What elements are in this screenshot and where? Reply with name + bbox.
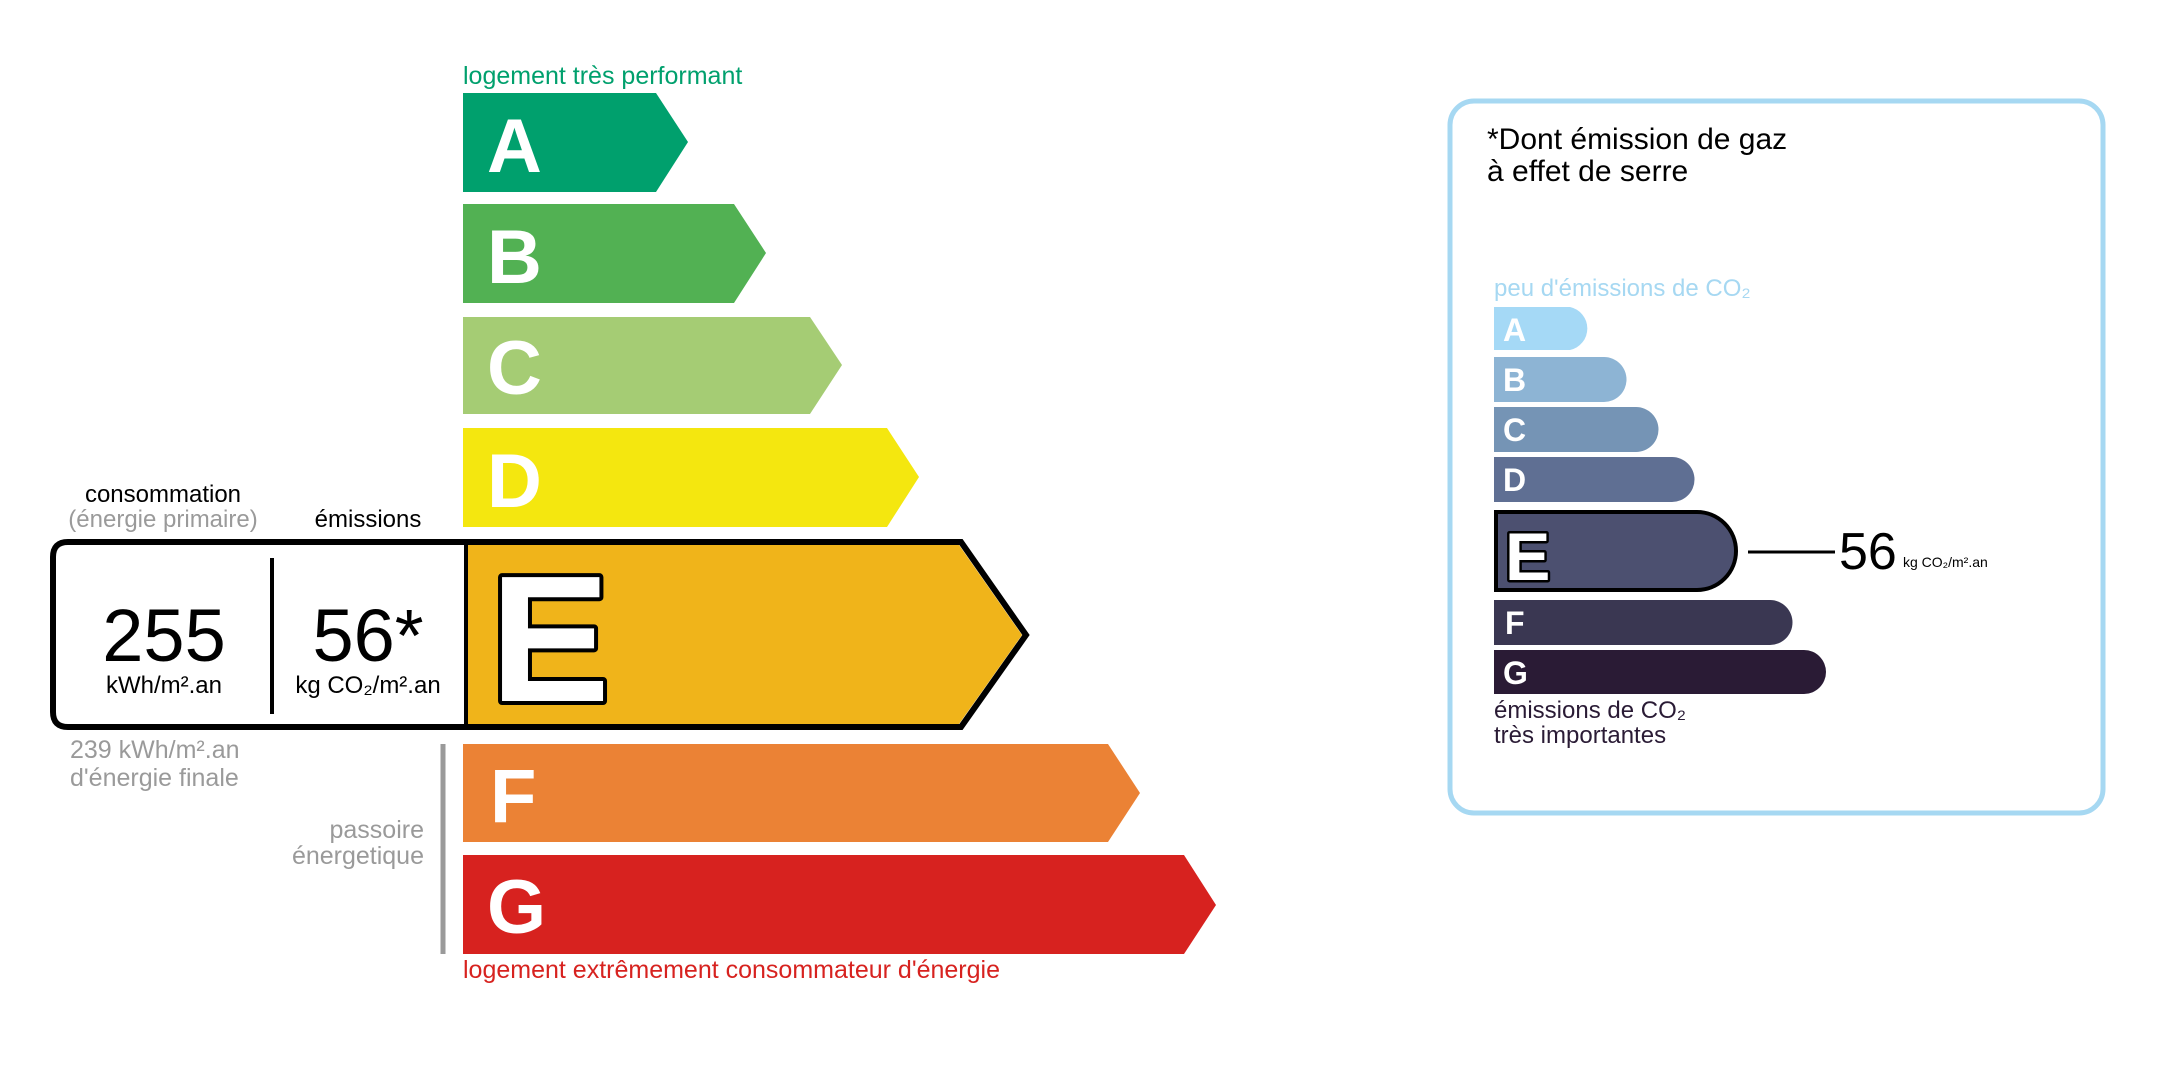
passoire-label-2: énergetique (292, 842, 424, 870)
energy-bottom-label: logement extrêmement consommateur d'éner… (463, 956, 1000, 984)
passoire-label-1: passoire (330, 816, 425, 844)
ghg-bottom-label-2: très importantes (1494, 722, 1666, 749)
energy-bar-a (463, 93, 688, 192)
ghg-bar-f (1494, 600, 1793, 645)
final-energy-value: 239 kWh/m².an (70, 736, 240, 764)
ghg-bar-c (1494, 407, 1659, 452)
ghg-top-label: peu d'émissions de CO₂ (1494, 275, 1751, 302)
ghg-letter-f: F (1505, 605, 1525, 641)
ghg-unit: kg CO₂/m².an (1903, 554, 1988, 570)
emissions-value: 56* (312, 594, 423, 677)
energy-top-label: logement très performant (463, 62, 742, 90)
ghg-letter-e: E (1505, 519, 1550, 595)
energy-letter-g: G (487, 865, 546, 950)
consumption-sublabel: (énergie primaire) (68, 506, 257, 533)
ghg-bar-b (1494, 357, 1627, 402)
ghg-letter-b: B (1503, 362, 1526, 398)
energy-scale: logement très performant A B C D E conso… (50, 62, 1216, 984)
energy-bar-g (463, 855, 1216, 954)
ghg-bar-d (1494, 457, 1695, 502)
energy-bar-e (466, 545, 1022, 724)
consumption-value: 255 (102, 594, 225, 677)
ghg-bar-e (1494, 510, 1738, 592)
ghg-letter-g: G (1503, 655, 1528, 691)
ghg-letter-c: C (1503, 412, 1526, 448)
consumption-label: consommation (85, 481, 241, 508)
energy-bar-b (463, 204, 766, 303)
ghg-title-1: *Dont émission de gaz (1487, 123, 1787, 156)
ghg-bar-g (1494, 650, 1826, 694)
emissions-label: émissions (315, 506, 422, 533)
energy-bar-d (463, 428, 919, 527)
energy-bar-f (463, 744, 1140, 842)
energy-bar-c (463, 317, 842, 414)
energy-letter-a: A (487, 104, 542, 189)
final-energy-label: d'énergie finale (70, 764, 239, 792)
energy-letter-e: E (490, 539, 610, 740)
ghg-value: 56 (1839, 523, 1897, 581)
consumption-unit: kWh/m².an (106, 672, 222, 699)
ghg-bottom-label-1: émissions de CO₂ (1494, 697, 1686, 724)
emissions-unit: kg CO₂/m².an (295, 672, 440, 699)
ghg-letter-a: A (1503, 312, 1526, 348)
energy-letter-c: C (487, 326, 542, 411)
ghg-letter-d: D (1503, 462, 1526, 498)
ghg-panel: *Dont émission de gaz à effet de serre p… (1447, 98, 2106, 816)
energy-letter-d: D (487, 439, 542, 524)
energy-letter-b: B (487, 215, 542, 300)
ghg-title-2: à effet de serre (1487, 155, 1688, 188)
ghg-bar-a (1494, 307, 1588, 350)
energy-letter-f: F (490, 754, 536, 839)
